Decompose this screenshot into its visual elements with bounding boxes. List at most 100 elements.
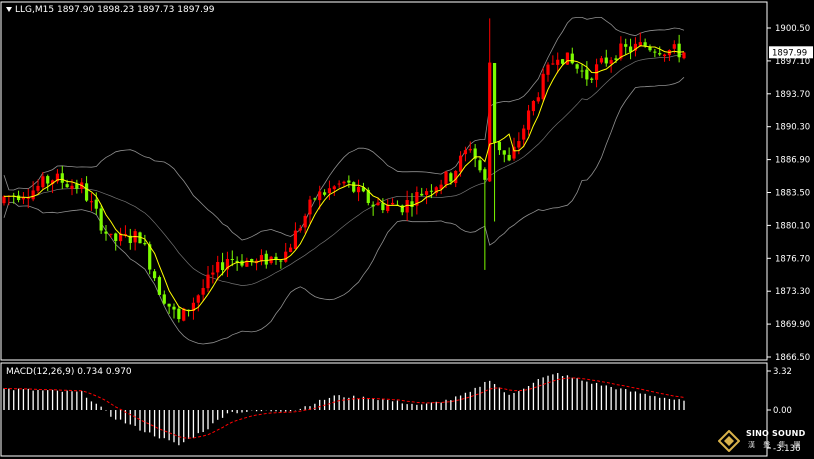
candle-body [182,308,186,321]
macd-header: MACD(12,26,9) 0.734 0.970 [6,367,132,377]
candle-body [565,52,570,65]
candle-body [196,295,200,303]
candle-body [628,46,633,52]
candle-body [337,183,341,185]
candle-body [94,199,98,209]
candle-body [638,42,642,46]
macd-tick-label: 3.32 [773,367,792,377]
macd-signal-line [4,377,685,439]
candle-body [502,150,506,155]
candle-body [264,253,268,265]
candle-body [99,208,103,231]
candle-body [536,97,540,102]
candle-body [118,233,123,242]
candle-body [347,180,351,183]
candle-body [332,186,336,190]
ma-line [3,45,685,312]
logo-diamond-icon [718,430,740,452]
macd-axis: 3.32 0.00 -3.136 [767,367,800,454]
candle-body [594,64,599,80]
candle-body [604,57,608,64]
candle-body [41,176,45,188]
candle-body [235,260,239,262]
close-value: 1897.99 [177,5,215,15]
price-tick-label: 1890.30 [775,123,810,133]
candle-body [148,244,152,270]
candle-body [526,110,531,130]
candle-body [313,198,317,200]
candle-body [497,141,502,151]
candle-body [541,73,545,100]
candle-body [405,200,409,213]
candle-body [551,63,555,65]
candle-body [458,155,463,172]
candle-body [298,228,302,231]
candle-body [2,196,6,204]
macd-series [3,373,685,446]
candle-body [220,262,225,271]
candle-body [21,197,26,200]
candle-body [342,181,346,184]
candle-body [624,44,628,47]
bollinger-bands [3,17,685,345]
candle-body [225,259,230,270]
candle-body [327,188,332,194]
sino-sound-logo: SINO SOUND 漢 聲 集 團 [716,428,812,456]
candle-body [36,185,40,191]
candle-body [211,272,215,275]
candle-body [318,191,322,201]
price-tick-label: 1869.90 [775,320,810,330]
candle-body [274,256,278,260]
candle-body [186,309,191,311]
candle-body [89,201,94,203]
candle-body [488,62,492,182]
price-tick-label: 1900.50 [775,24,810,34]
price-tick-label: 1886.90 [775,156,810,166]
candle-body [167,303,171,307]
candle-body [429,190,434,192]
candle-body [454,170,458,184]
candle-body [216,262,220,273]
macd-main-value: 0.734 [77,367,103,377]
candle-body [599,58,604,63]
candle-body [60,173,64,183]
candle-body [492,62,497,143]
candle-body [585,69,589,80]
candle-body [609,60,613,64]
candle-body [308,199,312,215]
macd-signal-value: 0.970 [105,367,132,377]
candle-body [371,204,375,207]
candle-body [143,243,147,245]
candle-body [410,201,414,207]
price-tick-label: 1883.50 [775,189,810,199]
candle-body [546,64,550,75]
candle-body [633,43,638,51]
candle-body [138,232,142,244]
candle-body [128,235,132,244]
candle-body [109,233,113,235]
candle-body [191,302,196,311]
middle-band-line [3,53,685,286]
candle-body [531,100,536,112]
candle-body [50,180,55,185]
chart-header: LLG,M15 1897.90 1898.23 1897.73 1897.99 [6,5,214,15]
candle-body [468,148,472,151]
price-tick-label: 1873.30 [775,287,810,297]
candle-body [478,160,482,171]
candle-body [390,202,395,205]
candle-body [420,193,424,196]
candle-body [26,197,30,199]
dropdown-triangle-icon[interactable] [6,7,12,12]
upper-band-line [3,17,685,241]
candle-body [483,169,487,180]
macd-tick-label: 0.00 [773,406,792,416]
candle-body [517,141,521,148]
candle-body [662,54,667,57]
candle-body [245,260,249,267]
candle-body [172,306,176,310]
candle-body [70,185,74,189]
candle-body [293,230,298,250]
candle-body [284,251,288,262]
lower-band-line [3,77,685,345]
